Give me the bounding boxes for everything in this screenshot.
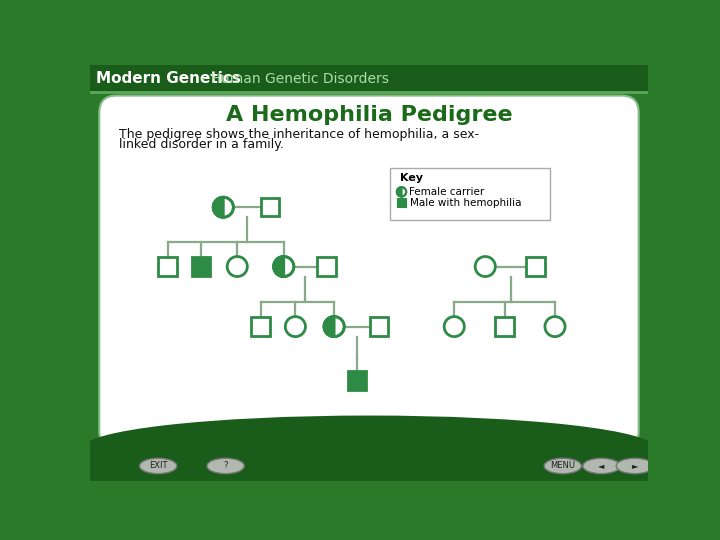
Text: EXIT: EXIT [149,462,168,470]
Wedge shape [397,187,402,197]
Wedge shape [324,316,334,336]
Text: ?: ? [223,462,228,470]
Bar [526,257,545,276]
Bar [158,257,177,276]
Ellipse shape [82,416,656,481]
Bar [251,318,270,336]
Circle shape [228,256,248,276]
Bar [397,199,406,207]
Bar [370,318,388,336]
Bar [90,65,648,92]
Ellipse shape [616,458,654,474]
Text: Female carrier: Female carrier [409,187,485,197]
Ellipse shape [583,458,620,474]
Bar [90,451,648,481]
Text: - Human Genetic Disorders: - Human Genetic Disorders [197,72,389,86]
Wedge shape [274,256,284,276]
Text: MENU: MENU [550,462,575,470]
Circle shape [444,316,464,336]
Circle shape [545,316,565,336]
Text: A Hemophilia Pedigree: A Hemophilia Pedigree [225,105,513,125]
Circle shape [397,187,406,197]
Circle shape [324,316,344,336]
FancyBboxPatch shape [99,96,639,448]
Circle shape [285,316,305,336]
Text: ►: ► [631,462,638,470]
Bar [317,257,336,276]
Text: Male with hemophilia: Male with hemophilia [410,198,521,208]
FancyBboxPatch shape [390,168,550,220]
Circle shape [274,256,294,276]
Circle shape [213,197,233,217]
Bar [348,372,366,390]
Bar [495,318,514,336]
Circle shape [475,256,495,276]
Ellipse shape [140,458,177,474]
Wedge shape [213,197,223,217]
Ellipse shape [544,458,581,474]
Bar [192,257,210,276]
Text: linked disorder in a family.: linked disorder in a family. [120,138,284,151]
Bar [261,198,279,217]
Text: ◄: ◄ [598,462,605,470]
Ellipse shape [207,458,244,474]
Text: The pedigree shows the inheritance of hemophilia, a sex-: The pedigree shows the inheritance of he… [120,127,480,140]
Text: Key: Key [400,173,423,183]
Text: Modern Genetics: Modern Genetics [96,71,241,86]
